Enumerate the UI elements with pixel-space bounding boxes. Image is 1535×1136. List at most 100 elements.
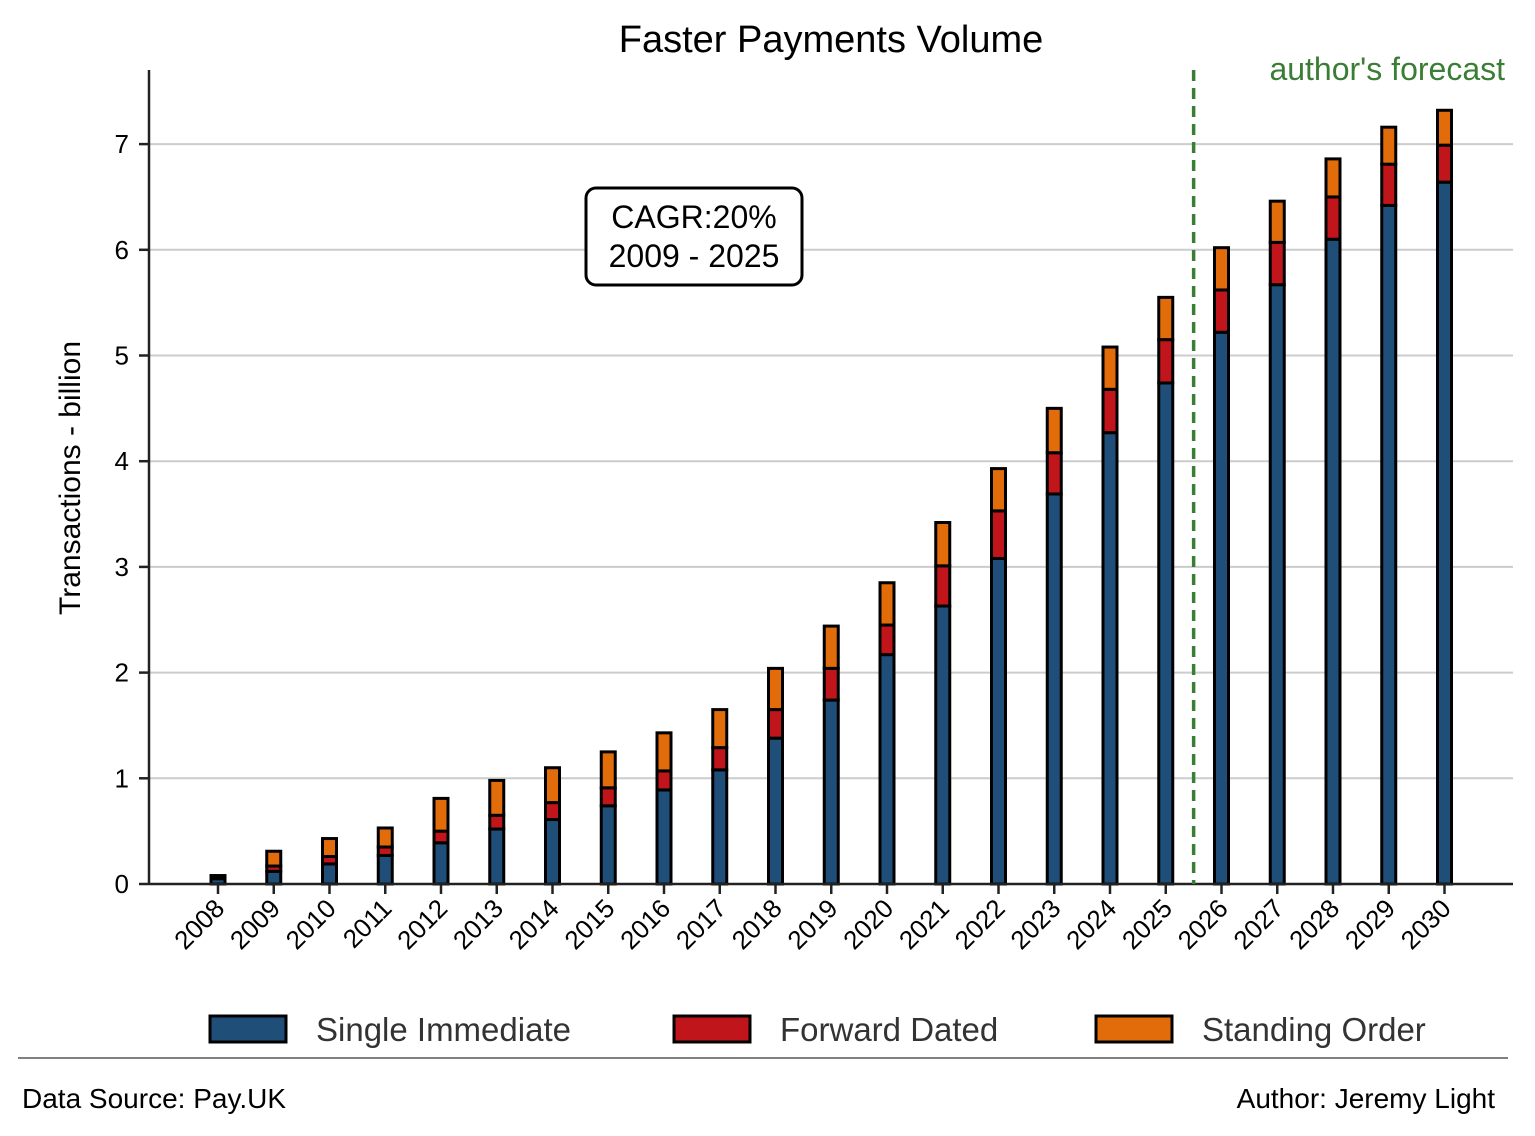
x-tick-label: 2017 [670, 893, 732, 955]
bar-segment-forward-dated [544, 801, 561, 822]
bar-segment-single-immediate [655, 788, 673, 886]
bar-segment-single-immediate [599, 804, 617, 886]
bar-segment-standing-order [822, 624, 840, 670]
bar-segment-single-immediate [321, 862, 338, 886]
x-tick-label: 2016 [614, 893, 676, 955]
bar-segment-forward-dated [1268, 240, 1286, 287]
bar-segment-standing-order [432, 796, 450, 833]
x-tick-label: 2012 [391, 893, 453, 955]
x-tick-label: 2011 [337, 893, 398, 954]
chart-title: Faster Payments Volume [619, 19, 1044, 61]
cagr-annotation-box [584, 186, 804, 287]
x-tick-label: 2025 [1116, 893, 1178, 955]
bar-segment-standing-order [711, 708, 729, 750]
forecast-label: author's forecast [1269, 51, 1505, 87]
x-tick-label: 2009 [224, 893, 286, 955]
bar-segment-single-immediate [376, 853, 394, 886]
gridlines [149, 143, 1513, 780]
bar-segment-single-immediate [1380, 203, 1398, 886]
y-tick-label: 0 [115, 869, 129, 899]
legend-swatch-single-immediate [208, 1014, 288, 1044]
bar-segment-forward-dated [1157, 338, 1175, 385]
cagr-annotation-line2: 2009 - 2025 [609, 238, 780, 274]
bar-segment-standing-order [1324, 157, 1342, 199]
x-tick-label: 2026 [1172, 893, 1234, 955]
bar-segment-single-immediate [1213, 330, 1230, 886]
x-tick-label: 2021 [893, 893, 955, 955]
legend-swatch-standing-order [1094, 1014, 1174, 1044]
legend-label-forward-dated: Forward Dated [780, 1011, 998, 1048]
bar-segment-forward-dated [1213, 288, 1230, 334]
x-tick-label: 2030 [1395, 893, 1457, 955]
bar-segment-standing-order [1268, 199, 1286, 244]
axes [139, 70, 1513, 894]
bar-segment-single-immediate [934, 604, 952, 886]
bar-segment-single-immediate [990, 556, 1007, 886]
y-tick-label: 7 [115, 129, 129, 159]
bar-segment-standing-order [1213, 246, 1230, 292]
bar-segment-standing-order [488, 778, 506, 817]
bar-segment-forward-dated [711, 746, 729, 772]
bar-segment-standing-order [599, 750, 617, 790]
y-axis-label: Transactions - billion [54, 341, 87, 615]
bar-segment-standing-order [1101, 345, 1119, 391]
x-tick-label: 2028 [1283, 893, 1345, 955]
bar-segment-forward-dated [655, 769, 673, 792]
bar-segment-standing-order [544, 766, 561, 805]
bar-segment-standing-order [767, 666, 784, 712]
bar-segment-standing-order [376, 826, 394, 849]
y-tick-label: 2 [115, 658, 129, 688]
bar-segment-forward-dated [488, 813, 506, 831]
x-tick-label: 2013 [447, 893, 509, 955]
bar-segment-forward-dated [432, 829, 450, 845]
bar-segment-standing-order [1157, 295, 1175, 342]
bar-segment-single-immediate [1157, 381, 1175, 886]
x-tick-label: 2022 [949, 893, 1011, 955]
y-tick-label: 1 [115, 763, 129, 793]
bar-segment-forward-dated [1045, 451, 1063, 496]
cagr-annotation: CAGR:20% 2009 - 2025 [584, 186, 804, 287]
bar-segment-single-immediate [432, 841, 450, 886]
cagr-annotation-line1: CAGR:20% [611, 199, 776, 235]
x-tick-label: 2019 [781, 893, 843, 955]
author-text: Author: Jeremy Light [1237, 1083, 1496, 1114]
bar-segment-standing-order [934, 521, 952, 568]
x-tick-label: 2024 [1060, 893, 1122, 955]
x-tick-label: 2010 [280, 893, 342, 955]
bar-segment-forward-dated [1436, 143, 1453, 184]
bar-segment-standing-order [878, 581, 896, 627]
x-tick-label: 2015 [558, 893, 620, 955]
bar-segment-forward-dated [822, 666, 840, 702]
bar-segment-standing-order [321, 837, 338, 859]
bar-segment-single-immediate [822, 698, 840, 886]
bar-segment-standing-order [655, 731, 673, 773]
bar-segment-single-immediate [767, 736, 784, 886]
bar-segment-forward-dated [767, 708, 784, 740]
bar-segment-single-immediate [1101, 431, 1119, 886]
x-tick-label: 2020 [837, 893, 899, 955]
bar-segment-standing-order [1436, 108, 1453, 147]
bar-segment-single-immediate [1324, 237, 1342, 886]
x-tick-label: 2029 [1339, 893, 1401, 955]
legend: Single Immediate Forward Dated Standing Or… [208, 1011, 1426, 1048]
y-tick-label: 4 [115, 446, 129, 476]
bars [209, 108, 1453, 886]
bar-segment-standing-order [1380, 125, 1398, 166]
bar-segment-standing-order [209, 874, 227, 880]
x-tick-label: 2023 [1004, 893, 1066, 955]
bar-segment-single-immediate [878, 653, 896, 886]
y-tick-label: 5 [115, 341, 129, 371]
x-tick-label: 2014 [503, 893, 565, 955]
bar-segment-standing-order [990, 467, 1007, 513]
bar-segment-forward-dated [1380, 162, 1398, 207]
bar-segment-forward-dated [878, 623, 896, 657]
bar-segment-forward-dated [934, 564, 952, 608]
x-tick-label: 2027 [1227, 893, 1289, 955]
data-source-text: Data Source: Pay.UK [22, 1083, 286, 1114]
legend-label-single-immediate: Single Immediate [316, 1011, 571, 1048]
bar-segment-standing-order [1045, 406, 1063, 455]
legend-label-standing-order: Standing Order [1202, 1011, 1426, 1048]
bar-segment-forward-dated [990, 509, 1007, 560]
bar-segment-single-immediate [1045, 492, 1063, 886]
